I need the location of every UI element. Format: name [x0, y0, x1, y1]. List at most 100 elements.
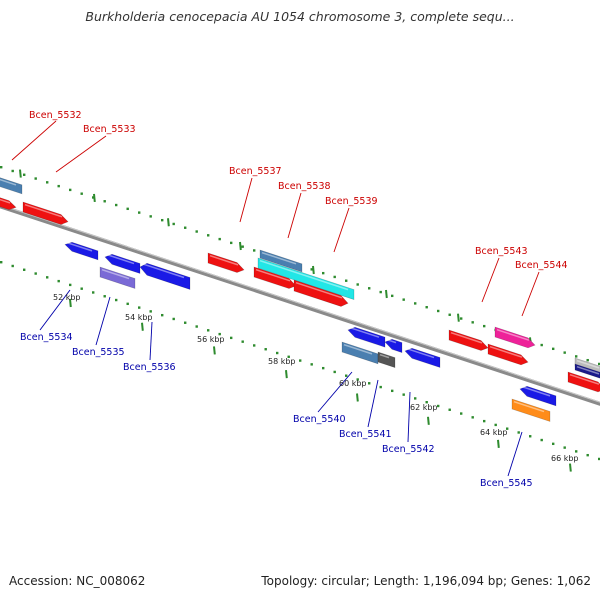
outer-track-dot: [448, 313, 451, 316]
gene-bcen-5532-shine: [0, 178, 17, 186]
gene-label-bcen-5532[interactable]: Bcen_5532: [29, 110, 82, 121]
outer-track-dot: [0, 166, 3, 169]
gene-bcen-5535-shine: [101, 268, 130, 280]
gene-label-bcen-5544[interactable]: Bcen_5544: [515, 260, 568, 271]
chromosome-backbone-highlight: [0, 204, 600, 403]
gene-bcen-5535-b-shine: [106, 253, 135, 265]
inner-track-dot: [207, 329, 210, 332]
gene-label-bcen-5540[interactable]: Bcen_5540: [293, 414, 346, 425]
chromosome-backbone: [0, 204, 600, 406]
inner-track-dot: [402, 393, 405, 396]
inner-tick-mark: [497, 439, 500, 448]
gene-bcen-5538-shine: [261, 251, 297, 265]
inner-track-dot: [115, 298, 118, 302]
inner-track-dot: [57, 279, 60, 283]
tick-label-52kbp: 52 kbp: [53, 293, 81, 302]
inner-track-dot: [138, 306, 141, 309]
outer-track-dot: [57, 184, 60, 188]
gene-label-bcen-5533[interactable]: Bcen_5533: [83, 124, 136, 135]
inner-track-dot: [517, 431, 520, 434]
outer-track-dot: [195, 230, 198, 233]
outer-track-dot: [218, 237, 221, 241]
gene-label-bcen-5545[interactable]: Bcen_5545: [480, 478, 533, 489]
gene-bcen-5540: [341, 341, 379, 365]
gene-bcen-5543-shine: [450, 331, 483, 344]
gene-bcen-5534-shine: [66, 241, 93, 252]
outer-track-dot: [345, 279, 348, 282]
inner-dotted-track: [0, 261, 600, 461]
gene-label-bcen-5539[interactable]: Bcen_5539: [325, 196, 378, 207]
inner-track-dot: [391, 389, 394, 393]
topology-summary-text: Topology: circular; Length: 1,196,094 bp…: [261, 574, 591, 588]
outer-track-dot: [402, 298, 405, 301]
inner-track-dot: [287, 355, 290, 358]
outer-track-dot: [80, 192, 83, 195]
inner-tick-mark: [141, 322, 144, 331]
outer-track-dot: [483, 324, 486, 328]
outer-track-dot: [126, 207, 129, 211]
outer-track-dot: [92, 196, 95, 199]
outer-track-dot: [207, 234, 210, 237]
gene-bcen-5540-shine: [343, 343, 373, 355]
tick-label-54kbp: 54 kbp: [125, 313, 153, 322]
gene-bcen-5545-shine: [513, 400, 545, 413]
gene-bcen-5544: [494, 326, 536, 349]
inner-track-dot: [253, 344, 256, 347]
tick-marks: [19, 169, 572, 472]
gene-bcen-5536-shine: [141, 262, 185, 279]
inner-tick-mark: [213, 346, 216, 355]
inner-track-dot: [103, 295, 106, 298]
gene-label-bcen-5543[interactable]: Bcen_5543: [475, 246, 528, 257]
leader-bcen-5545: [507, 431, 523, 477]
gene-label-bcen-5541[interactable]: Bcen_5541: [339, 429, 392, 440]
outer-track-dot: [414, 302, 417, 305]
outer-tick-mark: [385, 289, 388, 299]
inner-track-dot: [471, 416, 474, 419]
gene-bcen-5535-b: [104, 253, 141, 274]
gene-bcen-5537: [207, 252, 245, 273]
position-tick-labels: 52 kbp 54 kbp 56 kbp 58 kbp 60 kbp 62 kb…: [53, 293, 579, 463]
outer-track-dot: [11, 169, 14, 173]
tick-label-62kbp: 62 kbp: [410, 403, 438, 412]
outer-track-dot: [598, 362, 600, 366]
inner-track-dot: [184, 321, 187, 324]
gene-label-bcen-5538[interactable]: Bcen_5538: [278, 181, 331, 192]
inner-track-dot: [276, 351, 279, 355]
gene-edge-red-shine: [569, 373, 600, 385]
gene-edge-red: [567, 371, 600, 393]
inner-track-dot: [299, 359, 302, 362]
gene-label-bcen-5536[interactable]: Bcen_5536: [123, 362, 176, 373]
gene-label-bcen-5534[interactable]: Bcen_5534: [20, 332, 73, 343]
gene-bcen-5533: [22, 201, 69, 225]
inner-track-dot: [483, 419, 486, 423]
inner-track-dot: [80, 287, 83, 290]
gene-bcen-5541-shine: [379, 353, 390, 359]
gene-label-bcen-5537[interactable]: Bcen_5537: [229, 166, 282, 177]
gene-label-bcen-5535[interactable]: Bcen_5535: [72, 347, 125, 358]
gene-bcen-5532: [0, 177, 23, 195]
gene-edge-navy-shine: [576, 365, 600, 375]
gene-bcen-5533-shine: [24, 203, 63, 218]
gene-bcen-5538: [259, 249, 303, 273]
inner-track-dot: [379, 385, 382, 389]
inner-track-dot: [34, 272, 37, 275]
inner-track-dot: [529, 435, 532, 438]
gene-bcen-5541-b: [384, 338, 403, 354]
inner-tick-mark: [356, 393, 359, 402]
gene-bcen-5544-b-shine: [489, 345, 523, 358]
inner-track-dot: [92, 291, 95, 294]
outer-track-dot: [23, 173, 26, 176]
gene-bcen-5538-b-shine: [255, 268, 291, 282]
leader-bcen-5536: [149, 321, 153, 361]
gene-bcen-5537-shine: [209, 254, 239, 266]
gene-bcen-5545-b-shine: [521, 385, 551, 397]
outer-track-dot: [425, 306, 428, 309]
inner-track-dot: [448, 408, 451, 411]
gene-label-bcen-5542[interactable]: Bcen_5542: [382, 444, 435, 455]
inner-track-dot: [356, 378, 359, 381]
inner-track-dot: [161, 313, 164, 317]
outer-track-dot: [46, 181, 49, 184]
outer-track-dot: [184, 226, 187, 229]
outer-track-dot: [138, 211, 141, 214]
